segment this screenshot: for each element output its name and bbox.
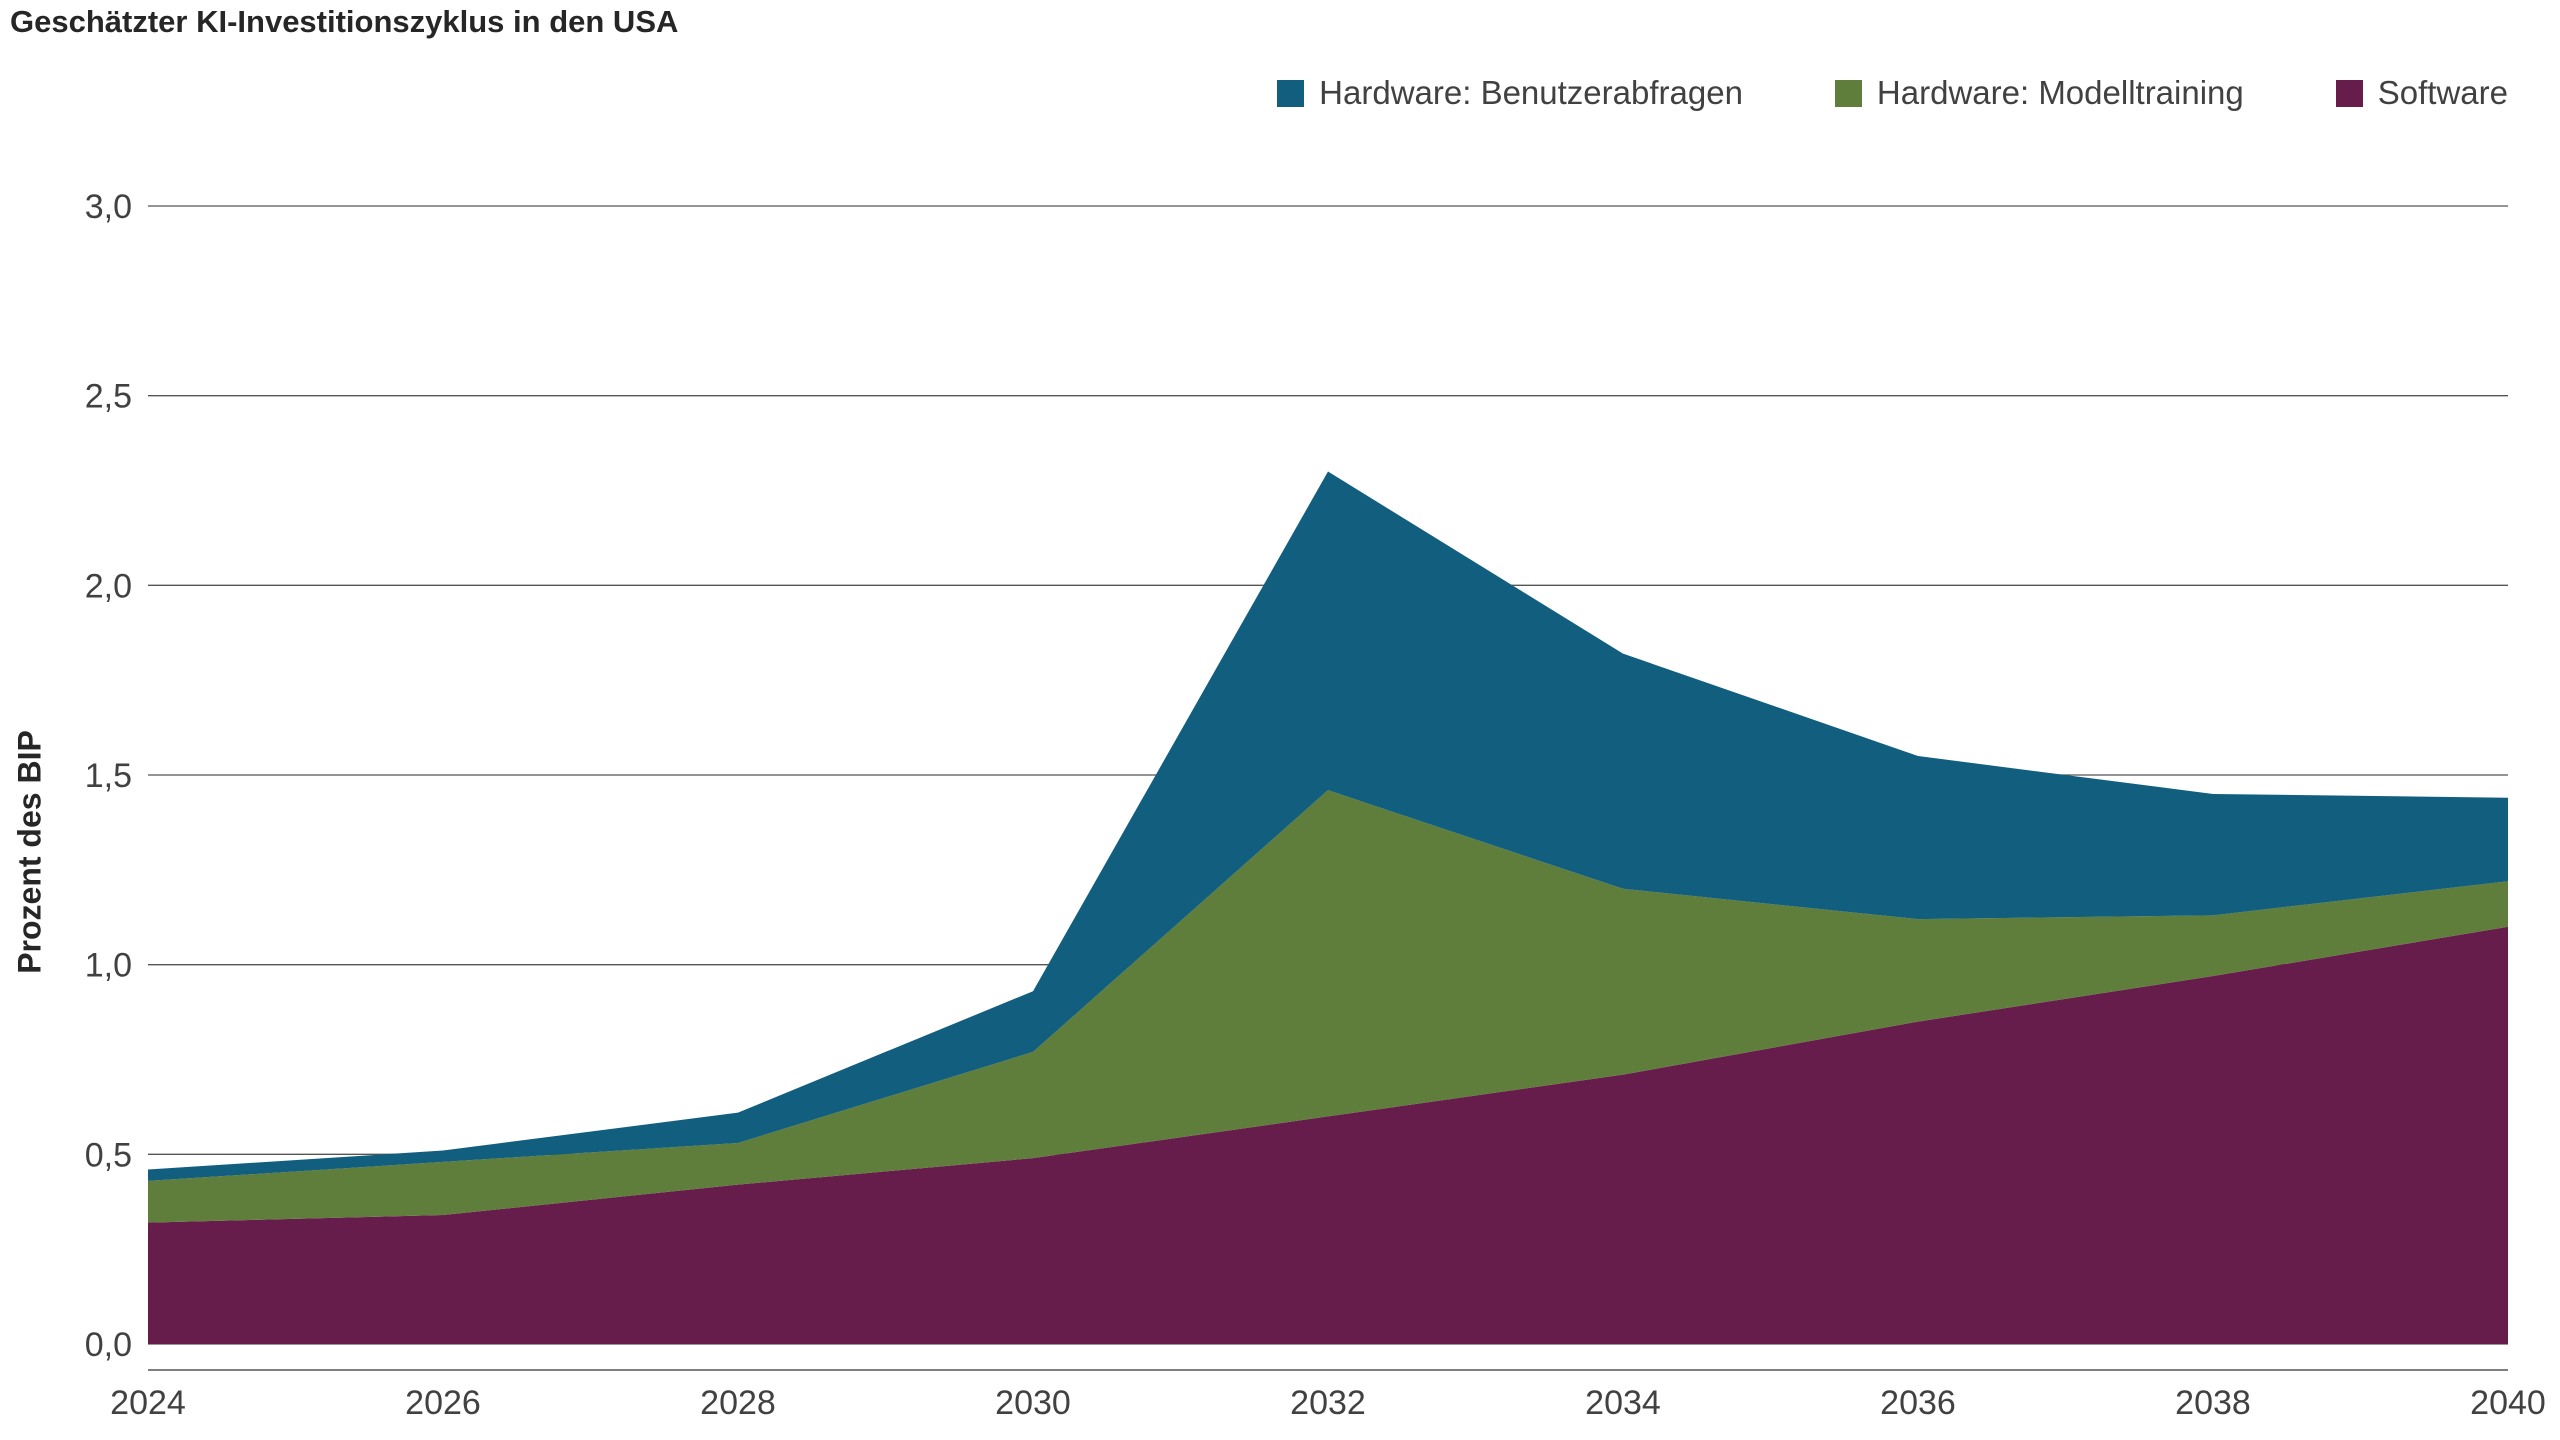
legend-label: Software <box>2377 74 2508 111</box>
y-tick-label: 1,0 <box>85 947 132 985</box>
y-tick-label: 0,5 <box>85 1136 132 1174</box>
legend-item-hardware-modelltraining: Hardware: Modelltraining <box>1834 74 2244 112</box>
y-tick-label: 2,5 <box>85 378 132 416</box>
y-tick-label: 1,5 <box>85 757 132 795</box>
x-tick-label: 2024 <box>110 1384 186 1422</box>
legend-swatch-green-icon <box>1834 79 1862 107</box>
chart-title: Geschätzter KI-Investitionszyklus in den… <box>10 4 679 39</box>
y-tick-label: 3,0 <box>85 188 132 226</box>
legend-swatch-maroon-icon <box>2335 79 2363 107</box>
x-tick-label: 2036 <box>1880 1384 1956 1422</box>
area-hardware-benutzerabfragen <box>148 471 2508 1181</box>
x-tick-label: 2038 <box>2175 1384 2251 1422</box>
x-tick-label: 2028 <box>700 1384 776 1422</box>
y-tick-label: 2,0 <box>85 567 132 605</box>
x-tick-label: 2032 <box>1290 1384 1366 1422</box>
y-tick-label: 0,0 <box>85 1326 132 1364</box>
area-software <box>148 926 2508 1344</box>
legend-item-software: Software <box>2335 74 2508 112</box>
x-tick-label: 2040 <box>2470 1384 2546 1422</box>
area-hardware-modelltraining <box>148 790 2508 1223</box>
legend-label: Hardware: Modelltraining <box>1876 74 2244 111</box>
legend: Hardware: Benutzerabfragen Hardware: Mod… <box>1277 74 2508 112</box>
x-tick-label: 2026 <box>405 1384 481 1422</box>
legend-swatch-blue-icon <box>1277 79 1305 107</box>
legend-item-hardware-benutzerabfragen: Hardware: Benutzerabfragen <box>1277 74 1743 112</box>
legend-label: Hardware: Benutzerabfragen <box>1319 74 1743 111</box>
x-tick-label: 2030 <box>995 1384 1071 1422</box>
x-tick-label: 2034 <box>1585 1384 1661 1422</box>
